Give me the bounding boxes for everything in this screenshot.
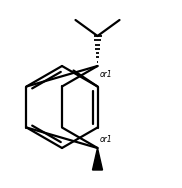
Text: or1: or1 bbox=[100, 70, 112, 79]
Polygon shape bbox=[92, 148, 102, 170]
Text: or1: or1 bbox=[100, 135, 112, 144]
